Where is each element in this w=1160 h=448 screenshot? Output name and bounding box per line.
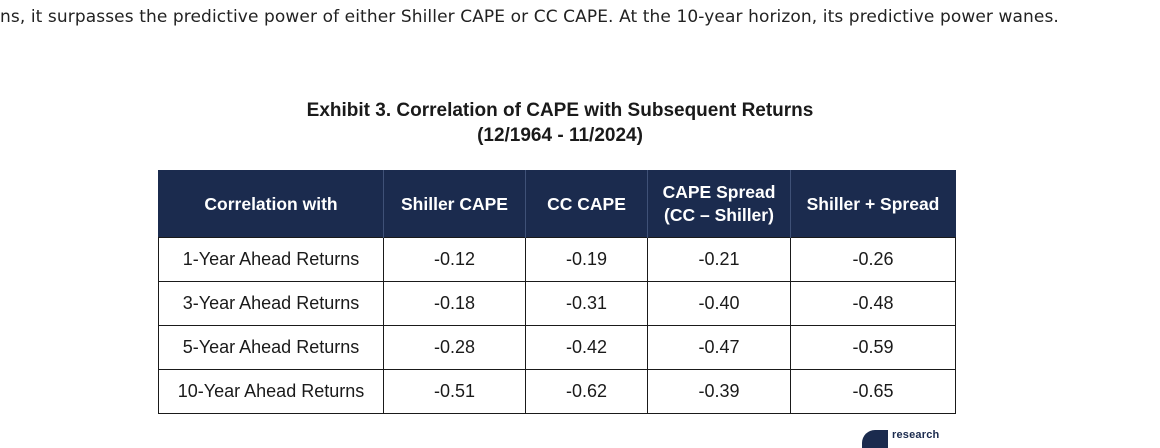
intro-paragraph-text: ns, it surpasses the predictive power of… <box>0 7 1059 27</box>
cell-cape-spread: -0.21 <box>647 237 791 282</box>
table-row: 3-Year Ahead Returns -0.18 -0.31 -0.40 -… <box>158 281 956 326</box>
header-label: Correlation with <box>204 193 338 214</box>
header-shiller-cape: Shiller CAPE <box>383 170 526 238</box>
correlation-table: Correlation with Shiller CAPE CC CAPE CA… <box>158 170 956 414</box>
header-shiller-plus-spread: Shiller + Spread <box>790 170 956 238</box>
header-cc-cape: CC CAPE <box>525 170 648 238</box>
table-header-row: Correlation with Shiller CAPE CC CAPE CA… <box>158 170 956 238</box>
exhibit-title-line-2: (12/1964 - 11/2024) <box>477 125 643 146</box>
header-label: Shiller + Spread <box>806 193 940 214</box>
cell-cape-spread: -0.47 <box>647 325 791 370</box>
header-label: CC CAPE <box>547 193 626 214</box>
table-row: 1-Year Ahead Returns -0.12 -0.19 -0.21 -… <box>158 237 956 282</box>
row-label: 1-Year Ahead Returns <box>158 237 384 282</box>
header-label: CAPE Spread <box>662 182 776 202</box>
cell-shiller-plus-spread: -0.26 <box>790 237 956 282</box>
cell-cc-cape: -0.62 <box>525 369 648 414</box>
cell-shiller-plus-spread: -0.48 <box>790 281 956 326</box>
cell-cape-spread: -0.39 <box>647 369 791 414</box>
row-label: 5-Year Ahead Returns <box>158 325 384 370</box>
header-label: Shiller CAPE <box>401 193 508 214</box>
cell-shiller-cape: -0.28 <box>383 325 526 370</box>
logo-text: research <box>892 429 940 441</box>
cell-cc-cape: -0.31 <box>525 281 648 326</box>
header-cape-spread: CAPE Spread (CC – Shiller) <box>647 170 791 238</box>
cell-cape-spread: -0.40 <box>647 281 791 326</box>
header-correlation-with: Correlation with <box>158 170 384 238</box>
cell-shiller-plus-spread: -0.65 <box>790 369 956 414</box>
cell-cc-cape: -0.19 <box>525 237 648 282</box>
logo-mark-icon <box>862 430 888 448</box>
header-label-sub: (CC – Shiller) <box>664 205 774 225</box>
cell-shiller-cape: -0.12 <box>383 237 526 282</box>
exhibit-title: Exhibit 3. Correlation of CAPE with Subs… <box>160 98 960 148</box>
cell-shiller-plus-spread: -0.59 <box>790 325 956 370</box>
research-affiliates-logo: research <box>858 428 968 448</box>
cell-cc-cape: -0.42 <box>525 325 648 370</box>
table-row: 10-Year Ahead Returns -0.51 -0.62 -0.39 … <box>158 369 956 414</box>
cell-shiller-cape: -0.18 <box>383 281 526 326</box>
table-row: 5-Year Ahead Returns -0.28 -0.42 -0.47 -… <box>158 325 956 370</box>
cell-shiller-cape: -0.51 <box>383 369 526 414</box>
row-label: 10-Year Ahead Returns <box>158 369 384 414</box>
exhibit-title-line-1: Exhibit 3. Correlation of CAPE with Subs… <box>306 100 814 121</box>
row-label: 3-Year Ahead Returns <box>158 281 384 326</box>
